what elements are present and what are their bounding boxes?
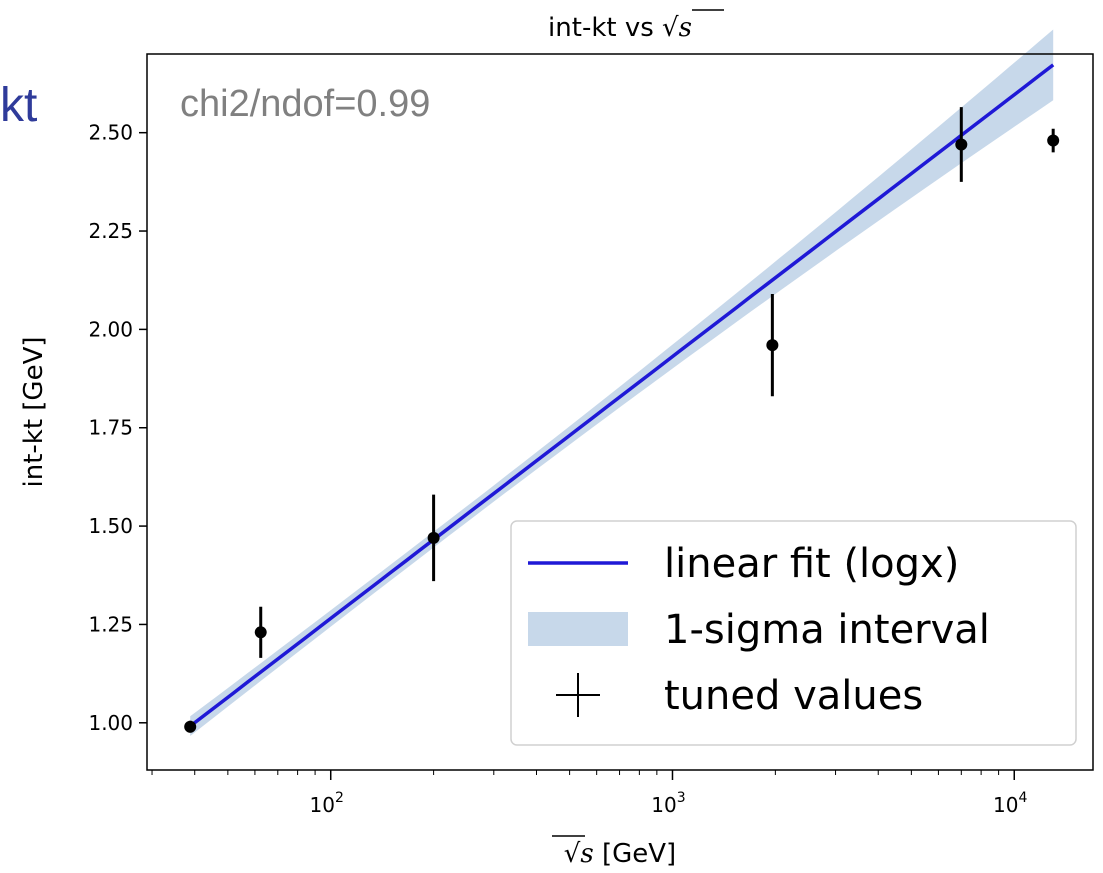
- point-marker: [254, 626, 267, 639]
- data-points-group: [184, 107, 1060, 733]
- data-point: [766, 293, 779, 397]
- y-tick-label: 2.25: [88, 219, 133, 243]
- page-heading-fragment: kt: [0, 79, 38, 132]
- fit-line: [189, 63, 1055, 728]
- legend-entry: 1-sigma interval: [528, 607, 990, 653]
- y-tick-label: 1.00: [88, 711, 133, 735]
- point-marker: [184, 720, 197, 733]
- legend-entry: tuned values: [556, 673, 923, 719]
- legend-label: linear fit (logx): [664, 541, 959, 587]
- x-tick-label: 103: [651, 790, 685, 817]
- point-marker: [1047, 134, 1060, 147]
- legend-band-swatch: [528, 612, 628, 646]
- point-marker: [955, 138, 968, 151]
- y-tick-label: 1.50: [88, 514, 133, 538]
- chart-title: int-kt vs √s: [548, 13, 692, 43]
- y-tick-label: 1.25: [88, 612, 133, 636]
- legend-frame: [510, 520, 1077, 746]
- y-tick-label: 2.50: [88, 121, 133, 145]
- data-point: [427, 494, 440, 582]
- legend-entry: linear fit (logx): [528, 541, 959, 587]
- point-marker: [766, 339, 779, 352]
- fit-line-group: [189, 63, 1055, 728]
- data-point: [254, 606, 267, 658]
- x-tick-label: 104: [993, 790, 1027, 817]
- chart-text-group: int-kt vs √s √s [GeV] int-kt [GeV] chi2/ndo…: [19, 9, 724, 869]
- y-tick-label: 2.00: [88, 317, 133, 341]
- legend-label: 1-sigma interval: [664, 607, 990, 653]
- fit-quality-annotation: chi2/ndof=0.99: [180, 83, 430, 125]
- x-axis-label: √s [GeV]: [564, 839, 676, 869]
- legend: linear fit (logx) 1-sigma interval tuned v…: [510, 520, 1077, 746]
- y-tick-label: 1.75: [88, 416, 133, 440]
- x-tick-label: 102: [310, 790, 344, 817]
- data-point: [1047, 128, 1060, 153]
- y-axis-label: int-kt [GeV]: [19, 336, 49, 487]
- data-point: [184, 720, 197, 733]
- data-point: [955, 107, 968, 182]
- point-marker: [427, 531, 440, 544]
- axes-group: 1.00 1.25 1.50 1.75 2.00 2.25 2.50 102 103 104: [88, 53, 1094, 817]
- legend-label: tuned values: [664, 673, 923, 719]
